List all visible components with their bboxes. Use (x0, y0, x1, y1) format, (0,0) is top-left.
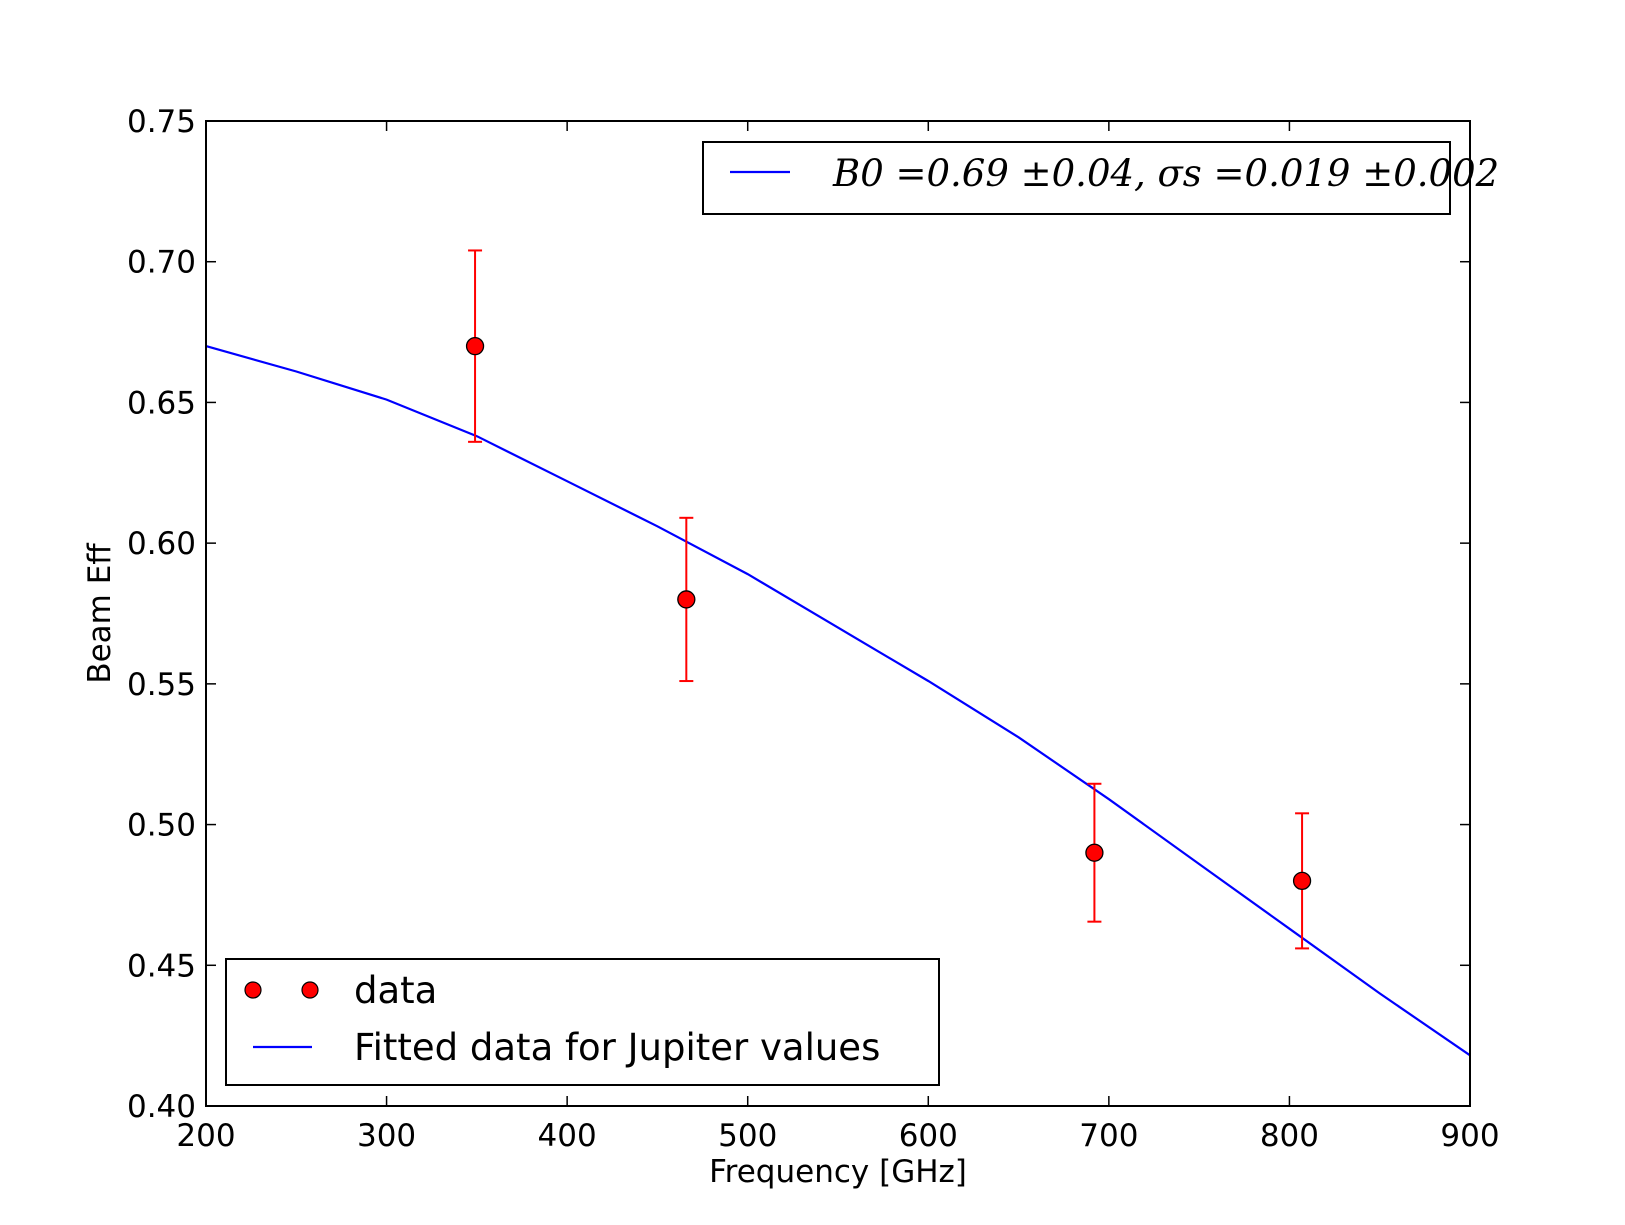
x-tick-label: 200 (176, 1118, 235, 1154)
y-tick-label: 0.55 (127, 667, 196, 703)
data-marker (1085, 843, 1104, 862)
data-point (677, 516, 696, 683)
fit-curve (205, 345, 1471, 1057)
x-tick-label: 900 (1440, 1118, 1499, 1154)
y-tick-label: 0.60 (127, 526, 196, 562)
x-tick-label: 500 (718, 1118, 777, 1154)
legend-data-marker (301, 981, 319, 999)
labels-layer: 200 300 400 500 600 700 800 900 0.40 0.45 0.50 0.55… (82, 104, 1500, 1190)
data-point (1292, 812, 1312, 950)
data-marker (1292, 871, 1312, 891)
x-axis-label: Frequency [GHz] (709, 1154, 967, 1190)
data-point (465, 249, 485, 443)
legend-data-label: data (354, 969, 437, 1012)
x-tick-label: 800 (1260, 1118, 1319, 1154)
legend-fit-label: Fitted data for Jupiter values (354, 1026, 880, 1069)
y-tick-label: 0.50 (127, 808, 196, 844)
data-marker (465, 336, 485, 356)
fit-params-text: B0 =0.69 ±0.04, σs =0.019 ±0.002 (832, 152, 1499, 195)
curve-layer (205, 345, 1471, 1057)
x-tick-label: 300 (357, 1118, 416, 1154)
y-tick-label: 0.45 (127, 948, 196, 984)
y-axis-label: Beam Eff (82, 543, 118, 684)
data-point (1085, 782, 1104, 923)
data-marker (677, 590, 696, 609)
x-tick-label: 600 (899, 1118, 958, 1154)
y-tick-label: 0.65 (127, 385, 196, 421)
y-tick-label: 0.75 (127, 104, 196, 140)
fit-params-legend: B0 =0.69 ±0.04, σs =0.019 ±0.002 (702, 141, 1499, 215)
plot-frame (205, 120, 1471, 1107)
x-tick-label: 700 (1079, 1118, 1138, 1154)
y-tick-label: 0.70 (127, 245, 196, 281)
x-tick-label: 400 (538, 1118, 597, 1154)
y-tick-label: 0.40 (127, 1089, 196, 1125)
series-legend: data Fitted data for Jupiter values (225, 958, 940, 1086)
points-layer (465, 249, 1312, 950)
legend-data-marker (244, 981, 262, 999)
